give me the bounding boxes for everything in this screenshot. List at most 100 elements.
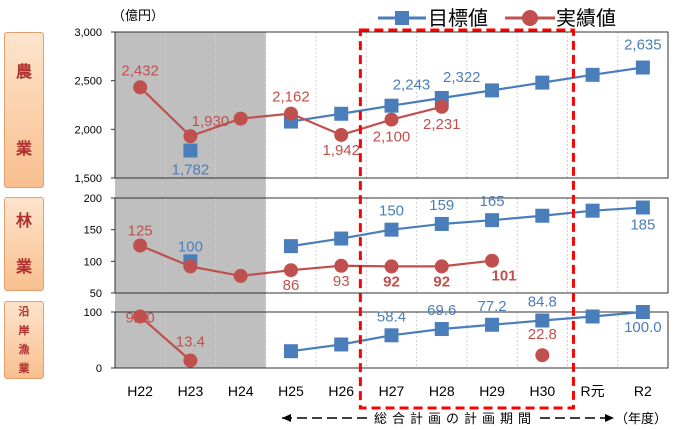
data-label: 92.0 <box>126 309 155 326</box>
x-tick-label: H24 <box>228 383 254 399</box>
actual-marker <box>283 106 298 121</box>
actual-marker <box>434 99 449 114</box>
data-label: 2,162 <box>272 89 310 106</box>
series-line <box>290 66 644 123</box>
data-label: 84.8 <box>528 294 557 311</box>
footer-arrowhead-left <box>282 414 291 422</box>
target-marker <box>635 305 650 319</box>
target-marker <box>585 203 600 218</box>
data-label: 2,243 <box>393 77 431 94</box>
data-label: 69.6 <box>427 302 456 319</box>
actual-marker <box>183 353 198 368</box>
data-label: 2,635 <box>624 37 662 54</box>
data-label: 185 <box>630 217 655 234</box>
actual-marker <box>233 111 248 126</box>
target-marker <box>334 231 349 246</box>
data-label: 92 <box>383 273 400 290</box>
data-label: 92 <box>433 273 450 290</box>
target-marker <box>585 309 600 324</box>
data-label: 165 <box>480 193 505 210</box>
unit-label: （億円） <box>112 8 164 24</box>
actual-marker <box>133 309 148 324</box>
panel-frame <box>114 197 669 294</box>
footer-period-note: 総合計画の計画期間 <box>374 411 536 427</box>
actual-marker <box>183 259 198 274</box>
plan-period-highlight <box>358 28 575 410</box>
target-marker <box>635 200 650 215</box>
target-marker <box>384 98 399 113</box>
data-label: 101 <box>492 268 517 285</box>
actual-marker <box>133 238 148 253</box>
section-char: 漁 <box>18 343 30 356</box>
x-tick-label: H27 <box>379 383 405 399</box>
data-label: 86 <box>283 277 300 294</box>
data-label: 2,100 <box>373 129 411 146</box>
actual-marker <box>434 259 449 274</box>
section-char: 業 <box>18 362 30 375</box>
actual-marker <box>233 268 248 283</box>
y-tick-label: 50 <box>90 288 102 300</box>
y-tick-label: 3,000 <box>74 27 102 39</box>
series-line <box>290 310 643 353</box>
target-marker <box>535 208 550 223</box>
x-tick-label: H30 <box>529 383 555 399</box>
actual-marker <box>283 263 298 278</box>
data-label: 13.4 <box>176 333 205 350</box>
target-marker <box>434 322 449 337</box>
section-char: 岸 <box>18 324 30 337</box>
x-tick-label: R2 <box>634 383 652 399</box>
section-label-agri: 農 業 <box>4 32 44 188</box>
target-marker <box>183 143 198 158</box>
x-tick-label: H29 <box>479 383 505 399</box>
y-tick-label: 2,000 <box>74 124 102 136</box>
data-label: 1,782 <box>172 162 210 179</box>
actual-marker <box>485 253 500 268</box>
target-marker <box>535 313 550 328</box>
data-label: 100.0 <box>624 319 662 336</box>
y-tick-label: 1,500 <box>74 173 102 185</box>
x-tick-label: H23 <box>178 383 204 399</box>
data-label: 150 <box>379 203 404 220</box>
legend-target-marker <box>395 11 409 25</box>
target-marker <box>434 216 449 231</box>
data-label: 77.2 <box>477 298 506 315</box>
target-marker <box>485 213 500 228</box>
footer-fy-label: （年度） <box>615 411 667 427</box>
section-char: 業 <box>15 138 32 158</box>
section-label-fish: 沿 岸 漁 業 <box>4 301 44 379</box>
target-marker <box>384 222 399 237</box>
x-tick-label: H22 <box>127 383 153 399</box>
actual-marker <box>384 259 399 274</box>
target-marker <box>334 106 349 121</box>
x-tick-label: H25 <box>278 383 304 399</box>
y-tick-label: 150 <box>84 225 102 237</box>
target-marker <box>384 328 399 343</box>
legend-actual-label: 実績値 <box>556 6 616 30</box>
data-label: 1,930 <box>192 113 230 130</box>
target-marker <box>283 344 298 359</box>
data-label: 1,942 <box>322 142 360 159</box>
data-label: 2,322 <box>443 69 481 86</box>
target-marker <box>485 317 500 332</box>
data-label: 93 <box>333 273 350 290</box>
x-tick-label: R元 <box>581 383 605 399</box>
footer-arrowhead-right <box>605 414 614 422</box>
y-tick-label: 200 <box>84 193 102 205</box>
panel-frame <box>114 31 669 179</box>
actual-marker <box>535 348 550 363</box>
target-marker <box>635 60 650 75</box>
section-char: 林 <box>15 211 32 230</box>
y-tick-label: 100 <box>84 307 102 319</box>
panel-frame <box>114 311 669 369</box>
section-label-forest: 林 業 <box>4 197 44 291</box>
data-label: 22.8 <box>528 326 557 343</box>
actual-marker <box>334 127 349 142</box>
series-line <box>139 315 192 362</box>
data-label: 2,231 <box>423 116 461 133</box>
data-label: 2,432 <box>121 62 159 79</box>
actual-marker <box>384 112 399 127</box>
series-line <box>290 206 643 248</box>
target-marker <box>585 67 600 82</box>
legend-actual-marker <box>522 10 538 26</box>
